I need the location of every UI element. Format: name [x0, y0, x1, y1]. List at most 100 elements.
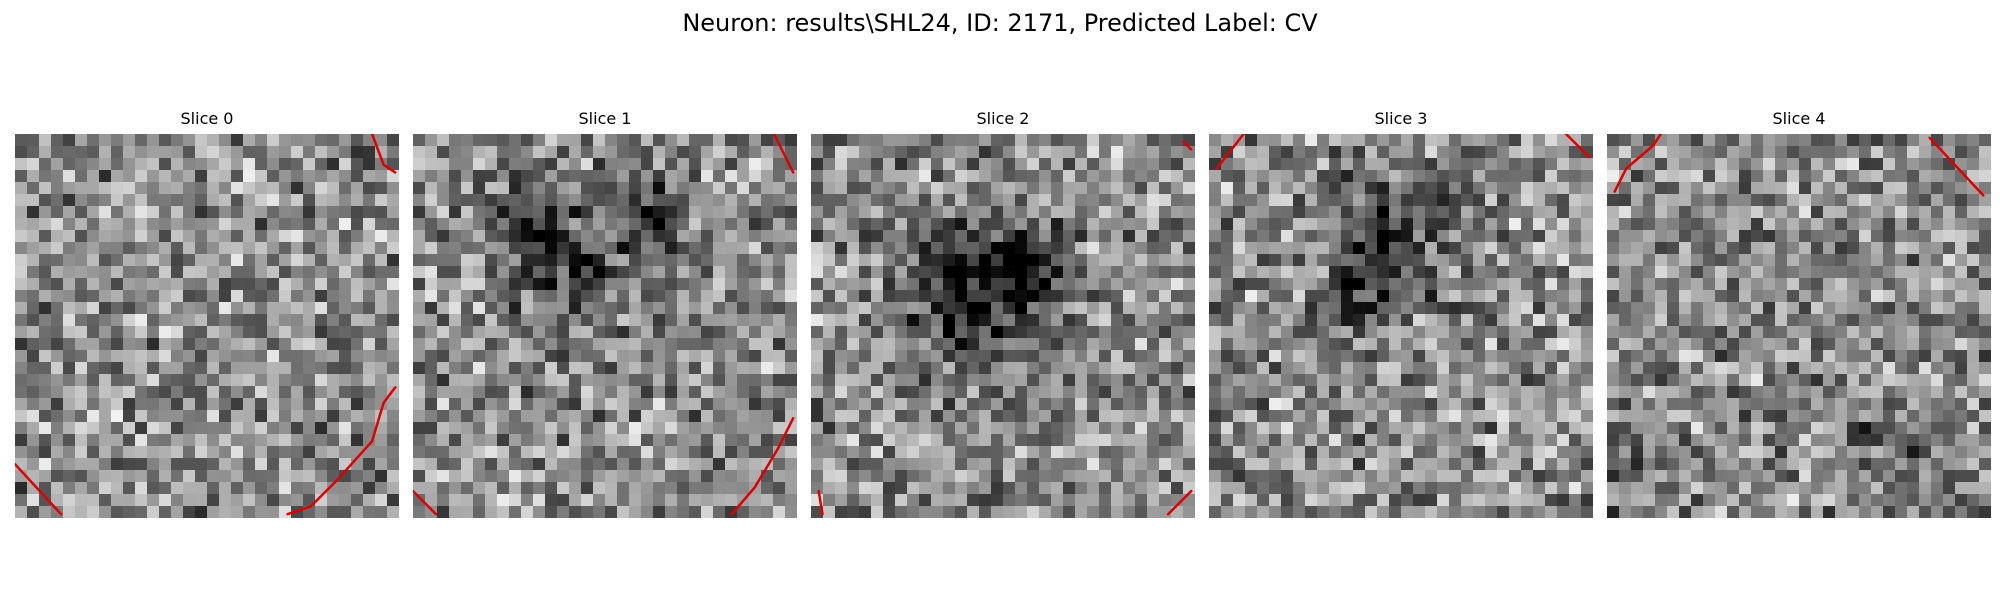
pixel-cell — [267, 146, 280, 159]
pixel-cell — [1257, 254, 1270, 267]
pixel-cell — [1847, 398, 1860, 411]
pixel-cell — [1305, 206, 1318, 219]
pixel-cell — [1679, 386, 1692, 399]
pixel-cell — [1123, 350, 1136, 363]
pixel-cell — [231, 326, 244, 339]
pixel-cell — [291, 410, 304, 423]
pixel-cell — [895, 182, 908, 195]
pixel-cell — [219, 170, 232, 183]
pixel-cell — [207, 314, 220, 327]
pixel-cell — [617, 254, 630, 267]
pixel-cell — [533, 398, 546, 411]
pixel-cell — [1329, 158, 1342, 171]
pixel-cell — [1631, 254, 1644, 267]
pixel-cell — [339, 158, 352, 171]
pixel-cell — [1569, 494, 1582, 507]
pixel-cell — [387, 278, 399, 291]
pixel-cell — [1485, 434, 1498, 447]
pixel-cell — [437, 494, 450, 507]
pixel-cell — [1715, 458, 1728, 471]
pixel-cell — [1557, 446, 1570, 459]
pixel-cell — [1269, 218, 1282, 231]
pixel-cell — [485, 494, 498, 507]
pixel-cell — [605, 506, 618, 518]
pixel-cell — [147, 158, 160, 171]
pixel-cell — [1643, 194, 1656, 207]
pixel-cell — [1377, 494, 1390, 507]
pixel-cell — [617, 194, 630, 207]
pixel-cell — [665, 398, 678, 411]
pixel-cell — [1389, 386, 1402, 399]
pixel-cell — [147, 374, 160, 387]
pixel-cell — [1497, 506, 1510, 518]
pixel-cell — [1087, 230, 1100, 243]
pixel-cell — [811, 506, 824, 518]
pixel-cell — [1631, 422, 1644, 435]
pixel-cell — [1437, 458, 1450, 471]
pixel-cell — [327, 278, 340, 291]
pixel-cell — [1245, 134, 1258, 147]
pixel-cell — [1027, 458, 1040, 471]
pixel-cell — [1655, 362, 1668, 375]
pixel-cell — [267, 314, 280, 327]
pixel-cell — [1667, 242, 1680, 255]
pixel-cell — [521, 362, 534, 375]
pixel-cell — [931, 482, 944, 495]
pixel-cell — [1171, 242, 1184, 255]
pixel-cell — [1099, 278, 1112, 291]
pixel-cell — [1509, 146, 1522, 159]
pixel-cell — [1509, 386, 1522, 399]
pixel-cell — [665, 290, 678, 303]
pixel-cell — [1171, 458, 1184, 471]
pixel-cell — [569, 398, 582, 411]
pixel-cell — [1413, 458, 1426, 471]
pixel-cell — [847, 278, 860, 291]
pixel-cell — [823, 494, 836, 507]
pixel-cell — [1027, 146, 1040, 159]
pixel-cell — [1751, 374, 1764, 387]
pixel-cell — [425, 422, 438, 435]
pixel-cell — [1569, 254, 1582, 267]
pixel-cell — [1003, 278, 1016, 291]
pixel-cell — [1147, 170, 1160, 183]
pixel-cell — [979, 338, 992, 351]
pixel-cell — [413, 506, 426, 518]
pixel-cell — [1099, 170, 1112, 183]
pixel-cell — [593, 254, 606, 267]
pixel-cell — [1631, 350, 1644, 363]
pixel-cell — [461, 290, 474, 303]
pixel-cell — [1715, 218, 1728, 231]
pixel-cell — [1871, 422, 1884, 435]
pixel-cell — [1967, 242, 1980, 255]
pixel-cell — [835, 254, 848, 267]
pixel-cell — [1691, 434, 1704, 447]
pixel-cell — [895, 314, 908, 327]
pixel-cell — [75, 350, 88, 363]
pixel-cell — [1667, 278, 1680, 291]
pixel-cell — [207, 206, 220, 219]
pixel-cell — [363, 470, 376, 483]
pixel-cell — [811, 146, 824, 159]
pixel-cell — [581, 194, 594, 207]
pixel-cell — [1075, 290, 1088, 303]
pixel-cell — [677, 506, 690, 518]
pixel-cell — [375, 218, 388, 231]
pixel-cell — [1365, 206, 1378, 219]
pixel-cell — [823, 206, 836, 219]
pixel-cell — [557, 170, 570, 183]
pixel-cell — [425, 494, 438, 507]
pixel-cell — [1063, 254, 1076, 267]
pixel-cell — [363, 386, 376, 399]
pixel-cell — [1907, 410, 1920, 423]
pixel-cell — [1099, 386, 1112, 399]
pixel-cell — [581, 362, 594, 375]
pixel-cell — [1907, 218, 1920, 231]
pixel-cell — [1365, 242, 1378, 255]
pixel-cell — [1811, 266, 1824, 279]
pixel-cell — [27, 314, 40, 327]
pixel-cell — [1521, 314, 1534, 327]
pixel-cell — [1341, 242, 1354, 255]
pixel-cell — [883, 242, 896, 255]
pixel-cell — [1931, 434, 1944, 447]
slice-panel-1: Slice 1 — [413, 108, 797, 518]
